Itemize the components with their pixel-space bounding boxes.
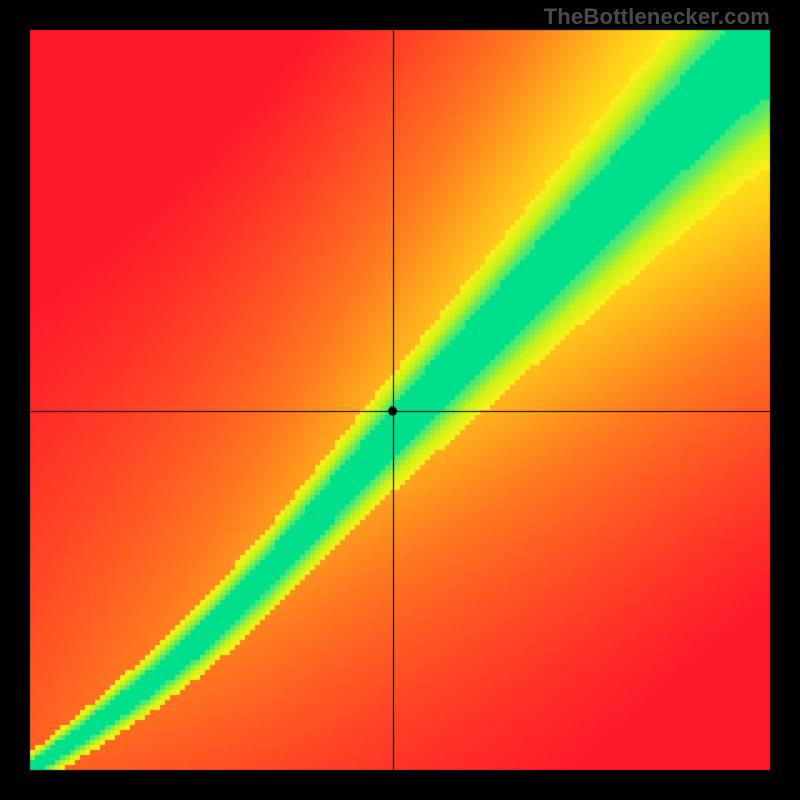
watermark-text: TheBottlenecker.com	[544, 4, 770, 30]
chart-container: TheBottlenecker.com	[0, 0, 800, 800]
heatmap-canvas	[0, 0, 800, 800]
